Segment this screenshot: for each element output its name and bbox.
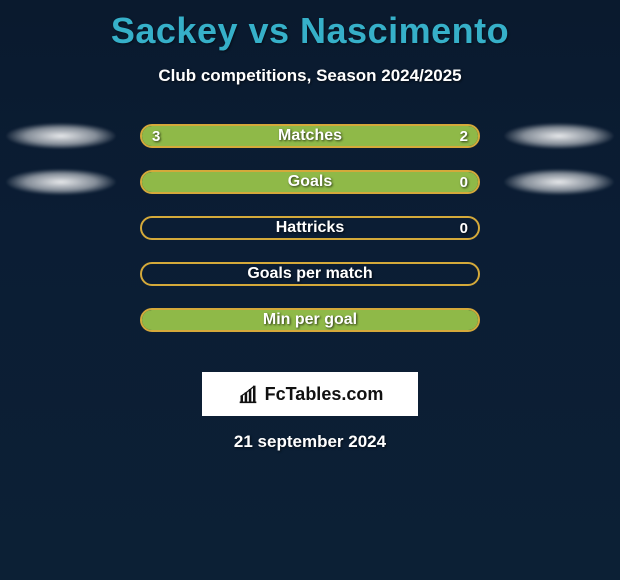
stats-rows: 3 Matches 2 Goals 0 Hattricks 0 Goals per match… xyxy=(0,124,620,354)
stat-bar: Goals 0 xyxy=(140,170,480,194)
stat-value-right: 0 xyxy=(460,174,468,191)
stat-label: Goals xyxy=(288,173,332,191)
stat-label: Goals per match xyxy=(247,265,372,283)
stat-bar: Hattricks 0 xyxy=(140,216,480,240)
stat-row: Hattricks 0 xyxy=(0,216,620,262)
stat-row: Goals per match xyxy=(0,262,620,308)
player-shadow-right xyxy=(504,123,614,149)
stat-value-left: 3 xyxy=(152,128,160,145)
stat-value-right: 0 xyxy=(460,220,468,237)
player-shadow-left xyxy=(6,169,116,195)
bar-chart-icon xyxy=(237,384,259,404)
stat-bar: Min per goal xyxy=(140,308,480,332)
stat-label: Matches xyxy=(278,127,342,145)
stat-bar: 3 Matches 2 xyxy=(140,124,480,148)
stat-label: Min per goal xyxy=(263,311,357,329)
stat-row: Min per goal xyxy=(0,308,620,354)
stat-value-right: 2 xyxy=(460,128,468,145)
bar-fill-right xyxy=(344,126,478,146)
stat-label: Hattricks xyxy=(276,219,344,237)
logo-box: FcTables.com xyxy=(202,372,418,416)
page-title: Sackey vs Nascimento xyxy=(0,0,620,52)
subtitle: Club competitions, Season 2024/2025 xyxy=(0,66,620,86)
logo-text: FcTables.com xyxy=(265,384,384,405)
stat-row: 3 Matches 2 xyxy=(0,124,620,170)
footer-date: 21 september 2024 xyxy=(0,432,620,452)
player-shadow-right xyxy=(504,169,614,195)
player-shadow-left xyxy=(6,123,116,149)
stat-bar: Goals per match xyxy=(140,262,480,286)
stat-row: Goals 0 xyxy=(0,170,620,216)
